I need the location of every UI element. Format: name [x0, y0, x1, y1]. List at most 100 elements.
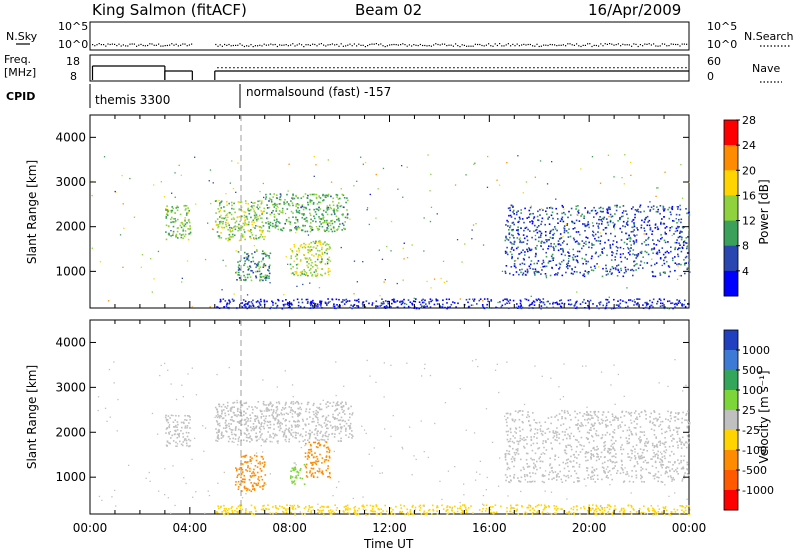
echo-cell	[246, 461, 248, 464]
echo-cell	[574, 438, 577, 441]
echo-cell	[565, 475, 567, 478]
echo-cell	[315, 213, 318, 216]
noise-dot	[628, 44, 630, 46]
echo-cell	[486, 186, 489, 188]
echo-cell	[271, 405, 273, 407]
echo-cell	[255, 436, 257, 439]
echo-cell	[640, 411, 643, 414]
echo-cell	[290, 475, 292, 477]
echo-cell	[528, 256, 530, 259]
echo-cell	[234, 484, 237, 486]
echo-cell	[627, 442, 630, 445]
echo-cell	[595, 213, 598, 215]
echo-cell	[283, 305, 285, 307]
echo-cell	[247, 207, 249, 210]
echo-cell	[326, 258, 329, 260]
echo-cell	[546, 183, 549, 185]
echo-cell	[381, 303, 384, 305]
y-tick-label: 4000	[55, 130, 86, 144]
echo-cell	[293, 260, 296, 263]
echo-cell	[236, 476, 238, 478]
echo-cell	[586, 224, 589, 226]
echo-cell	[312, 475, 315, 477]
echo-cell	[572, 248, 574, 251]
echo-cell	[218, 204, 221, 207]
echo-cell	[242, 222, 245, 225]
echo-cell	[584, 452, 587, 455]
noise-dot	[560, 44, 562, 46]
echo-cell	[512, 419, 514, 422]
echo-cell	[331, 427, 334, 429]
echo-cell	[559, 470, 561, 473]
echo-cell	[341, 301, 344, 303]
nave-dot	[385, 67, 387, 69]
echo-cell	[341, 408, 343, 411]
echo-cell	[636, 263, 638, 265]
echo-cell	[217, 423, 219, 426]
echo-cell	[316, 307, 318, 309]
echo-cell	[607, 273, 609, 275]
echo-cell	[316, 455, 318, 458]
echo-cell	[673, 220, 675, 222]
echo-cell	[669, 227, 672, 229]
echo-cell	[573, 222, 576, 225]
echo-cell	[606, 209, 609, 212]
echo-cell	[558, 433, 561, 435]
echo-cell	[514, 410, 517, 412]
echo-cell	[229, 182, 231, 184]
echo-cell	[261, 231, 264, 234]
echo-cell	[262, 415, 265, 417]
echo-cell	[333, 230, 336, 233]
echo-cell	[671, 468, 674, 470]
echo-cell	[245, 469, 247, 471]
noise-dot	[292, 43, 294, 45]
echo-cell	[651, 465, 654, 467]
echo-cell	[459, 298, 461, 300]
echo-cell	[586, 411, 588, 414]
echo-cell	[610, 307, 613, 310]
echo-cell	[592, 230, 594, 233]
echo-cell	[296, 267, 298, 270]
nave-dot	[441, 67, 443, 69]
echo-cell	[168, 232, 170, 235]
echo-cell	[626, 287, 628, 289]
noise-dot	[320, 43, 322, 45]
echo-cell	[643, 481, 645, 483]
echo-cell	[565, 445, 567, 447]
echo-cell	[255, 270, 257, 273]
echo-cell	[655, 437, 657, 439]
echo-cell	[590, 453, 592, 455]
echo-cell	[668, 300, 671, 302]
echo-cell	[218, 403, 221, 406]
echo-cell	[518, 220, 520, 223]
noise-dot	[169, 44, 171, 46]
echo-cell	[319, 453, 321, 456]
echo-cell	[324, 432, 327, 434]
echo-cell	[271, 211, 273, 214]
echo-cell	[660, 299, 662, 302]
echo-cell	[320, 408, 323, 411]
echo-cell	[557, 272, 559, 274]
echo-cell	[325, 435, 327, 438]
echo-cell	[303, 213, 305, 215]
echo-cell	[662, 464, 665, 466]
echo-cell	[426, 280, 428, 283]
echo-cell	[400, 300, 402, 303]
echo-cell	[292, 266, 294, 268]
echo-cell	[289, 204, 291, 207]
echo-cell	[307, 194, 309, 197]
echo-cell	[534, 255, 537, 258]
echo-cell	[594, 410, 596, 413]
echo-cell	[678, 214, 681, 216]
echo-cell	[225, 237, 227, 240]
echo-cell	[262, 266, 265, 268]
echo-cell	[281, 207, 284, 210]
echo-cell	[656, 226, 659, 228]
echo-cell	[627, 456, 630, 458]
echo-cell	[186, 222, 188, 224]
echo-cell	[687, 421, 689, 423]
echo-cell	[514, 453, 517, 456]
echo-cell	[611, 215, 614, 218]
echo-cell	[574, 307, 577, 309]
echo-cell	[186, 415, 189, 417]
